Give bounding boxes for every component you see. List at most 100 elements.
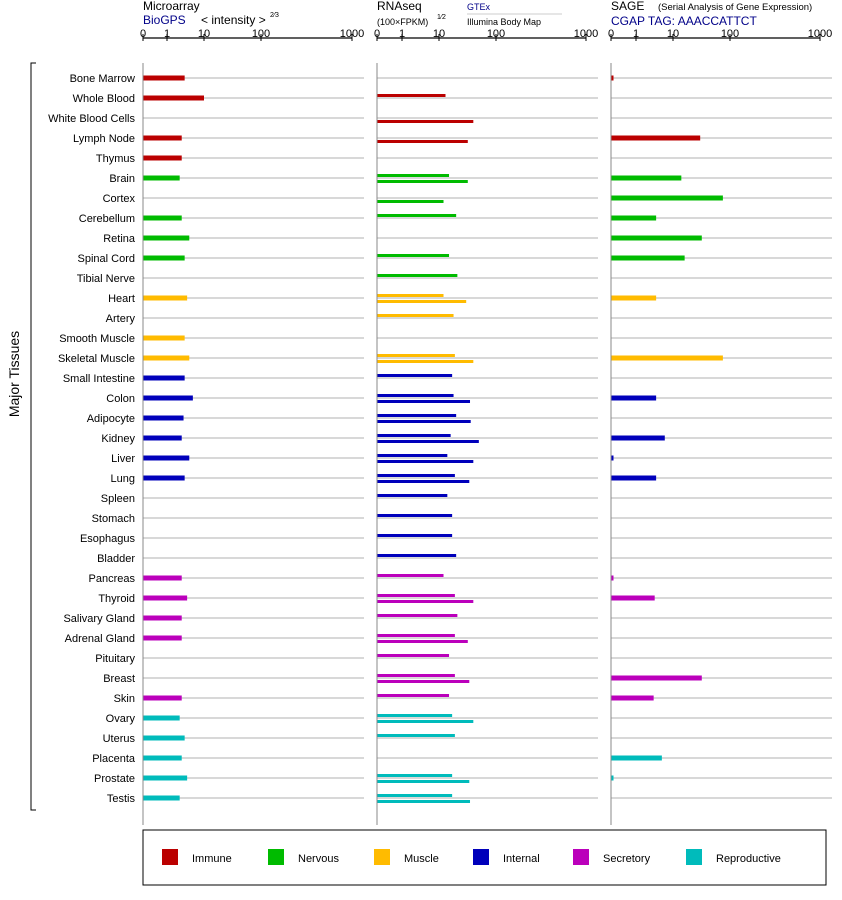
tissue-row: Uterus: [103, 733, 832, 745]
gtex-bar: [377, 514, 453, 517]
tissue-row: Smooth Muscle: [59, 333, 832, 345]
gtex-bar: [377, 594, 455, 597]
y-axis-label: Major Tissues: [6, 331, 22, 417]
microarray-bar: [143, 415, 184, 421]
tissue-label: Testis: [107, 793, 136, 805]
tissue-label: Skin: [114, 693, 135, 705]
ibm-bar: [377, 440, 479, 443]
tissue-label: Cortex: [103, 193, 136, 205]
tissue-rows: Bone Marrow Whole Blood White Blood Cells L…: [48, 73, 832, 805]
tissue-label: Pituitary: [95, 653, 135, 665]
gtex-bar: [377, 314, 454, 317]
ibm-bar: [377, 120, 474, 123]
sage-subtitle: (Serial Analysis of Gene Expression): [658, 2, 812, 13]
tissue-row: Brain: [109, 173, 832, 185]
microarray-bar: [143, 175, 180, 181]
rnaseq-tick-label: 100: [487, 28, 505, 40]
tissue-label: Smooth Muscle: [59, 333, 135, 345]
tissue-row: Ovary: [106, 713, 832, 725]
sage-bar: [611, 255, 685, 261]
legend-swatch: [573, 849, 589, 865]
ibm-bar: [377, 420, 471, 423]
panels: 0 1 10 100 1000 0 1 10 100 1000 0 1 10 100 1000: [140, 28, 832, 825]
microarray-bar: [143, 375, 185, 381]
microarray-bar: [143, 575, 182, 581]
legend-label: Secretory: [603, 853, 651, 865]
legend-item: Reproductive: [686, 849, 781, 865]
legend-label: Reproductive: [716, 853, 781, 865]
sage-tick-label: 100: [721, 28, 739, 40]
rnaseq-tick-label: 1000: [574, 28, 598, 40]
tissue-row: Bone Marrow: [70, 73, 832, 85]
microarray-bar: [143, 295, 188, 301]
microarray-bar: [143, 235, 190, 241]
gtex-bar: [377, 774, 453, 777]
microarray-tick-label: 0: [140, 28, 146, 40]
tissue-row: Whole Blood: [73, 93, 832, 105]
microarray-bar: [143, 475, 185, 481]
tissue-label: Whole Blood: [73, 93, 135, 105]
microarray-bar: [143, 735, 185, 741]
sage-tick-label: 0: [608, 28, 614, 40]
sage-bar: [611, 75, 614, 81]
legend-label: Nervous: [298, 853, 339, 865]
tissue-label: Small Intestine: [63, 373, 135, 385]
tissue-row: Heart: [108, 293, 832, 305]
gtex-bar: [377, 494, 448, 497]
tissue-row: Spleen: [101, 493, 832, 505]
rnaseq-tick-label: 0: [374, 28, 380, 40]
legend-swatch: [686, 849, 702, 865]
tissue-row: Testis: [107, 793, 832, 805]
legend-label: Muscle: [404, 853, 439, 865]
tissue-label: Retina: [103, 233, 136, 245]
tissue-row: Small Intestine: [63, 373, 832, 385]
tissue-row: Liver: [111, 453, 832, 465]
gtex-bar: [377, 174, 450, 177]
sage-bar: [611, 235, 702, 241]
rnaseq-header: RNAseq (100×FPKM) 1⁄2 GTEx Illumina Body…: [377, 0, 562, 27]
tissue-row: Adrenal Gland: [65, 633, 832, 645]
rnaseq-axis: 0 1 10 100 1000: [374, 28, 598, 825]
legend-label: Immune: [192, 853, 232, 865]
tissue-label: Artery: [106, 313, 136, 325]
legend-box: [142, 829, 827, 886]
rnaseq-scale-exponent: 1⁄2: [437, 14, 446, 21]
tissue-row: Tibial Nerve: [77, 273, 832, 285]
microarray-bar: [143, 435, 182, 441]
tissue-label: Stomach: [92, 513, 135, 525]
gtex-bar: [377, 554, 457, 557]
tissue-label: Colon: [106, 393, 135, 405]
microarray-bar: [143, 215, 182, 221]
gtex-bar: [377, 394, 454, 397]
gtex-bar: [377, 714, 453, 717]
tissue-label: Thyroid: [98, 593, 135, 605]
tissue-label: Skeletal Muscle: [58, 353, 135, 365]
gtex-bar: [377, 534, 453, 537]
microarray-tick-label: 1000: [340, 28, 364, 40]
sage-bar: [611, 455, 614, 461]
tissue-row: Thymus: [96, 153, 832, 165]
sage-bar: [611, 355, 723, 361]
tissue-label: Ovary: [106, 713, 136, 725]
gtex-bar: [377, 434, 451, 437]
microarray-scale-exponent: 2⁄3: [270, 12, 279, 19]
y-axis-bracket: [30, 62, 36, 811]
legend-item: Nervous: [268, 849, 339, 865]
tissue-label: Spleen: [101, 493, 135, 505]
sage-axis: 0 1 10 100 1000: [608, 28, 832, 825]
microarray-bar: [143, 95, 204, 101]
tissue-label: Lymph Node: [73, 133, 135, 145]
sage-bar: [611, 395, 657, 401]
ibm-bar: [377, 800, 471, 803]
tissue-label: Lung: [111, 473, 135, 485]
gtex-bar: [377, 294, 444, 297]
gtex-bar: [377, 374, 453, 377]
tissue-label: Breast: [103, 673, 135, 685]
tissue-row: Thyroid: [98, 593, 832, 605]
ibm-bar: [377, 460, 474, 463]
tissue-label: Pancreas: [89, 573, 136, 585]
legend-swatch: [162, 849, 178, 865]
rnaseq-tick-label: 1: [399, 28, 405, 40]
gtex-bar: [377, 634, 455, 637]
